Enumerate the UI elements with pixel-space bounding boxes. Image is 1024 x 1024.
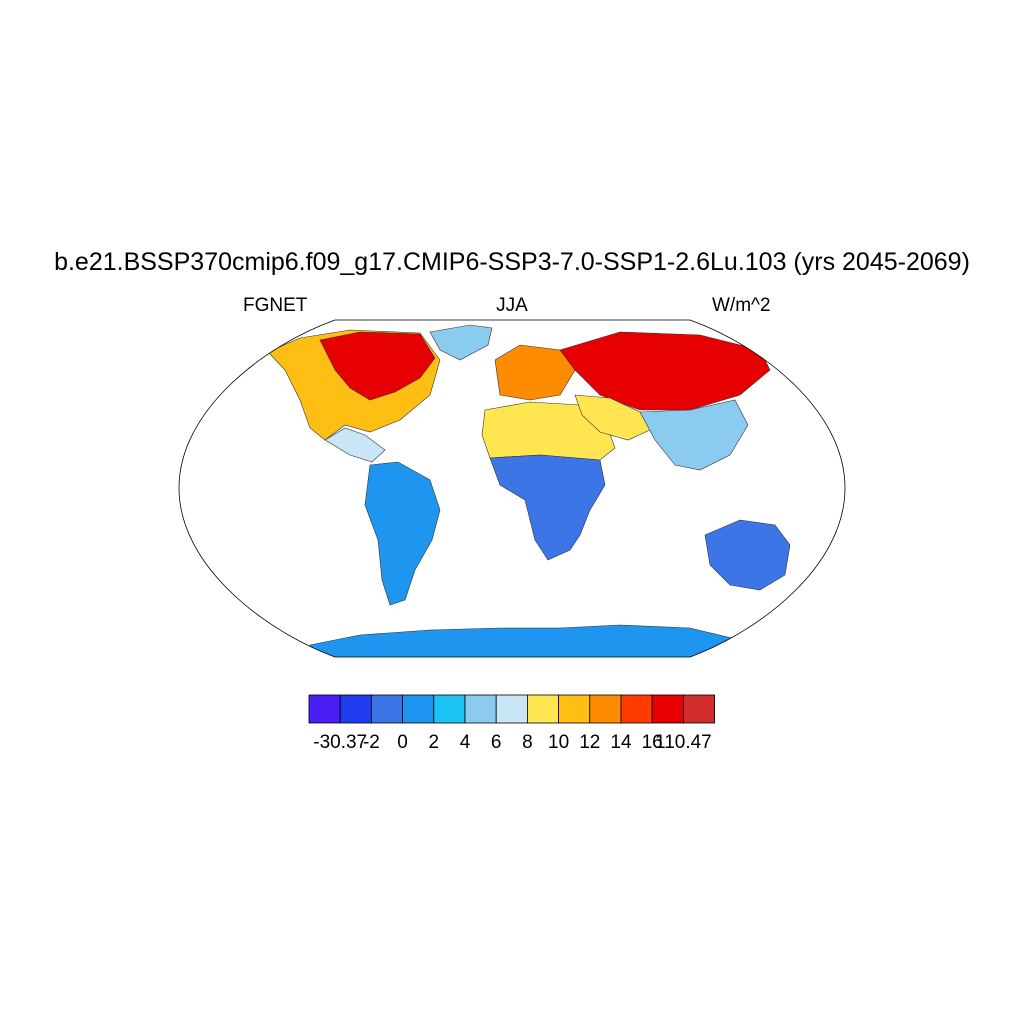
middle-east	[574, 394, 651, 441]
central-america	[324, 427, 386, 463]
colorbar-tick-label: 14	[610, 732, 632, 753]
colorbar-tick-label: 16	[641, 732, 663, 753]
colorbar-tick-label: 12	[579, 732, 601, 753]
colorbar-tick-label: 110.47	[655, 732, 712, 753]
colorbar-tick-label: 8	[522, 732, 533, 753]
map-outline	[178, 319, 846, 658]
colorbar-box	[464, 694, 497, 724]
africa-south	[489, 454, 606, 561]
units-label: W/m^2	[712, 295, 771, 316]
colorbar-box	[683, 694, 716, 724]
colorbar-box	[651, 694, 684, 724]
colorbar-box	[433, 694, 466, 724]
colorbar-box	[620, 694, 653, 724]
colorbar-tick-label: 0	[397, 732, 408, 753]
colorbar-box	[402, 694, 435, 724]
asia-south	[639, 399, 749, 471]
colorbar-box	[339, 694, 372, 724]
colorbar-box	[589, 694, 622, 724]
colorbar-box	[527, 694, 560, 724]
colorbar-box	[308, 694, 341, 724]
antarctica	[309, 624, 741, 657]
season-label: JJA	[496, 295, 528, 316]
colorbar-tick-label: 10	[548, 732, 570, 753]
variable-label: FGNET	[243, 295, 308, 316]
colorbar-box	[558, 694, 591, 724]
south-america	[364, 461, 441, 606]
colorbar-tick-label: 6	[490, 732, 502, 753]
africa-north	[481, 401, 616, 461]
europe	[494, 344, 576, 401]
colorbar-tick-label: 4	[459, 732, 471, 753]
colorbar-tick-label: -30.37	[313, 732, 368, 753]
colorbar-box	[370, 694, 403, 724]
plot-title: b.e21.BSSP370cmip6.f09_g17.CMIP6-SSP3-7.…	[54, 248, 970, 276]
north-america-high	[319, 331, 436, 401]
colorbar-box	[495, 694, 528, 724]
australia	[704, 519, 791, 591]
greenland	[429, 324, 493, 361]
eurasia-north	[559, 331, 771, 411]
colorbar-tick-label: -2	[362, 732, 380, 753]
colorbar-tick-label: 2	[428, 732, 440, 753]
